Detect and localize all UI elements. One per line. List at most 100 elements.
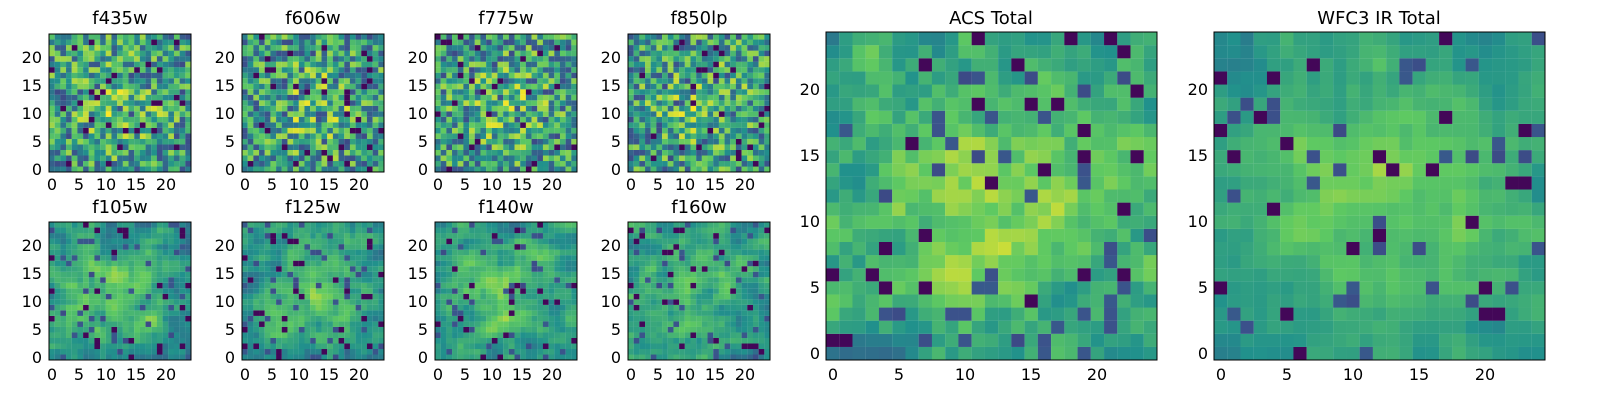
heatmap-cell (548, 111, 555, 117)
heatmap-cell (100, 348, 106, 355)
heatmap-cell (304, 111, 311, 117)
heatmap-cell (559, 166, 566, 173)
heatmap-cell (298, 138, 305, 145)
heatmap-cell (372, 89, 379, 95)
heatmap-cell (49, 67, 55, 73)
heatmap-cell (713, 304, 719, 311)
heatmap-cell (497, 89, 504, 95)
heatmap-cell (338, 354, 345, 361)
heatmap-cell (94, 288, 101, 294)
heatmap-cell (105, 83, 112, 90)
heatmap-cell (440, 133, 447, 139)
heatmap-cell (355, 45, 362, 51)
heatmap-cell (764, 56, 771, 62)
heatmap-cell (531, 166, 538, 173)
heatmap-cell (701, 94, 708, 101)
heatmap-cell (508, 39, 515, 46)
heatmap-cell (128, 293, 135, 300)
heatmap-cell (151, 105, 157, 112)
heatmap-cell (77, 260, 84, 267)
heatmap-cell (122, 321, 129, 327)
heatmap-cell (474, 144, 481, 150)
heatmap-cell (315, 277, 322, 283)
heatmap-cell (270, 50, 277, 57)
heatmap-cell (60, 45, 67, 51)
heatmap-cell (673, 116, 680, 123)
heatmap-cell (486, 39, 492, 46)
heatmap-cell (128, 310, 135, 316)
heatmap-cell (713, 144, 719, 150)
heatmap-cell (690, 282, 697, 289)
heatmap-cell (122, 160, 129, 167)
heatmap-cell (559, 233, 566, 239)
heatmap-cell (514, 67, 521, 73)
heatmap-cell (60, 105, 67, 112)
heatmap-cell (49, 144, 55, 150)
heatmap-cell (117, 277, 123, 283)
heatmap-cell (298, 83, 305, 90)
heatmap-cell (457, 149, 464, 156)
heatmap-cell (247, 34, 254, 40)
heatmap-cell (679, 166, 685, 173)
heatmap-cell (156, 34, 163, 40)
heatmap-cell (486, 122, 492, 128)
heatmap-cell (378, 122, 385, 128)
heatmap-cell (667, 105, 674, 112)
heatmap-cell (378, 56, 385, 62)
heatmap-cell (287, 78, 294, 84)
heatmap-cell (650, 122, 657, 128)
heatmap-cell (185, 233, 192, 239)
heatmap-cell (735, 304, 742, 311)
heatmap-cell (71, 122, 78, 128)
heatmap-cell (713, 326, 719, 333)
heatmap-cell (145, 138, 152, 145)
heatmap-cell (185, 67, 192, 73)
heatmap-cell (105, 304, 112, 311)
y-tick-label: 0 (225, 348, 235, 367)
heatmap-cell (66, 321, 72, 327)
heatmap-cell (355, 354, 362, 361)
heatmap-cell (287, 315, 294, 322)
heatmap-cell (525, 89, 532, 95)
heatmap-cell (542, 293, 549, 300)
heatmap-cell (446, 266, 453, 272)
heatmap-cell (542, 304, 549, 311)
heatmap-cell (242, 233, 248, 239)
heatmap-cell (88, 310, 95, 316)
heatmap-cell (724, 39, 731, 46)
heatmap-cell (162, 288, 169, 294)
heatmap-cell (707, 337, 714, 344)
heatmap-cell (497, 45, 504, 51)
heatmap-cell (531, 343, 538, 350)
heatmap-cell (730, 105, 736, 112)
heatmap-cell (747, 89, 754, 95)
heatmap-cell (378, 144, 385, 150)
heatmap-cell (242, 348, 248, 355)
heatmap-cell (338, 100, 345, 106)
heatmap-cell (701, 160, 708, 167)
heatmap-cell (179, 45, 186, 51)
y-tick-label: 20 (215, 236, 235, 255)
heatmap-cell (66, 138, 72, 145)
heatmap-cell (122, 56, 129, 62)
heatmap-cell (111, 144, 118, 150)
heatmap-cell (270, 238, 277, 245)
heatmap-cell (548, 343, 555, 350)
heatmap-cell (128, 304, 135, 311)
heatmap-cell (520, 271, 526, 278)
heatmap-cell (173, 144, 180, 150)
heatmap-cell (724, 72, 731, 79)
heatmap-cell (139, 45, 146, 51)
heatmap-cell (242, 326, 248, 333)
y-tick-label: 20 (601, 48, 621, 67)
heatmap-cell (134, 50, 140, 57)
heatmap-cell (724, 100, 731, 106)
heatmap-cell (650, 332, 657, 338)
heatmap-cell (707, 160, 714, 167)
heatmap-cell (122, 72, 129, 79)
heatmap-cell (514, 255, 521, 261)
heatmap-cell (758, 166, 765, 173)
heatmap-cell (105, 100, 112, 106)
heatmap-cell (514, 160, 521, 167)
heatmap-cell (349, 238, 356, 245)
